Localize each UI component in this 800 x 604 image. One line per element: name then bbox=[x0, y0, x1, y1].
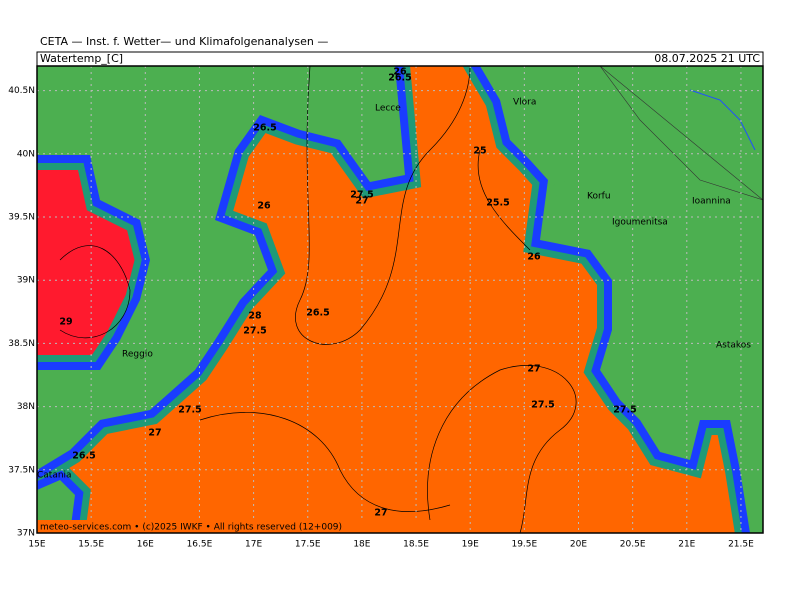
river bbox=[689, 89, 756, 151]
lat-label: 38N bbox=[17, 402, 35, 412]
place-name: Ioannina bbox=[692, 197, 731, 207]
contour-line bbox=[427, 365, 577, 533]
contour-label: 27 bbox=[374, 508, 387, 519]
map-area: meteo-services.com • (c)2025 IWKF • All … bbox=[37, 66, 763, 533]
contour-label: 26.5 bbox=[388, 73, 411, 84]
contour-label: 27.5 bbox=[178, 405, 201, 416]
footer-bg bbox=[37, 520, 437, 533]
place-name: Lecce bbox=[375, 104, 401, 114]
contours bbox=[59, 66, 577, 533]
place-name: Catania bbox=[37, 471, 72, 481]
contour-label: 27 bbox=[148, 428, 161, 439]
contour-label: 26 bbox=[393, 67, 407, 78]
place-name: Igoumenitsa bbox=[612, 218, 668, 228]
valid-time: 08.07.2025 21 UTC bbox=[654, 52, 760, 65]
contour-line bbox=[295, 66, 471, 345]
lon-label: 17.5E bbox=[295, 540, 321, 550]
contour-label: 26.5 bbox=[306, 308, 329, 319]
labels: 15E 15.5E 16E 16.5E 17E 17.5E 18E 18.5E 19E 19.5E… bbox=[8, 67, 754, 550]
contour-label: 27.5 bbox=[613, 405, 636, 416]
lon-label: 20.5E bbox=[620, 540, 646, 550]
lon-label: 16.5E bbox=[187, 540, 213, 550]
lon-label: 19.5E bbox=[511, 540, 537, 550]
land-area bbox=[650, 345, 690, 395]
contour-line bbox=[199, 412, 451, 512]
lon-label: 20E bbox=[570, 540, 587, 550]
land-area bbox=[480, 66, 763, 533]
contour-label: 25 bbox=[473, 146, 486, 157]
lat-label: 37N bbox=[17, 529, 35, 539]
grid bbox=[37, 66, 763, 533]
place-name: Astakos bbox=[716, 341, 751, 351]
land-area bbox=[37, 480, 75, 533]
contour-label: 25.5 bbox=[486, 198, 509, 209]
land-area bbox=[553, 180, 575, 205]
lon-label: 17E bbox=[245, 540, 262, 550]
lat-label: 37.5N bbox=[8, 465, 35, 475]
lat-label: 40.5N bbox=[8, 86, 35, 96]
contour-label: 27 bbox=[527, 364, 540, 375]
lat-label: 39.5N bbox=[8, 213, 35, 223]
contour-label: 26 bbox=[257, 201, 271, 212]
lon-label: 15.5E bbox=[78, 540, 104, 550]
lon-label: 21E bbox=[678, 540, 695, 550]
map-frame bbox=[36, 65, 764, 534]
lat-label: 39N bbox=[17, 276, 35, 286]
contour-label: 26.5 bbox=[72, 451, 95, 462]
lon-label: 21.5E bbox=[728, 540, 754, 550]
border-line bbox=[599, 66, 763, 201]
contour-label: 27.5 bbox=[350, 190, 373, 201]
place-name: Reggio bbox=[122, 350, 153, 360]
place-name: Korfu bbox=[587, 192, 611, 202]
place-name: Vlora bbox=[513, 98, 536, 108]
lon-label: 18.5E bbox=[403, 540, 429, 550]
lon-label: 19E bbox=[462, 540, 479, 550]
header: CETA — Inst. f. Wetter— und Klimafolgena… bbox=[40, 35, 328, 48]
lon-label: 18E bbox=[353, 540, 370, 550]
footer: meteo-services.com • (c)2025 IWKF • All … bbox=[40, 523, 342, 533]
lat-label: 40N bbox=[17, 149, 35, 159]
lon-label: 15E bbox=[28, 540, 45, 550]
contour-label: 29 bbox=[59, 317, 72, 328]
land-area bbox=[37, 66, 405, 470]
contour-line bbox=[477, 149, 531, 251]
contour-label: 27.5 bbox=[243, 326, 266, 337]
contour-label: 27.5 bbox=[531, 400, 554, 411]
title: Watertemp_[C] bbox=[40, 52, 123, 65]
contour-label: 26 bbox=[527, 252, 541, 263]
contour-label: 27 bbox=[355, 196, 368, 207]
lat-label: 38.5N bbox=[8, 339, 35, 349]
contour-label: 26.5 bbox=[253, 123, 276, 134]
contour-label: 28 bbox=[248, 311, 262, 322]
land bbox=[37, 66, 763, 533]
lon-label: 16E bbox=[137, 540, 154, 550]
